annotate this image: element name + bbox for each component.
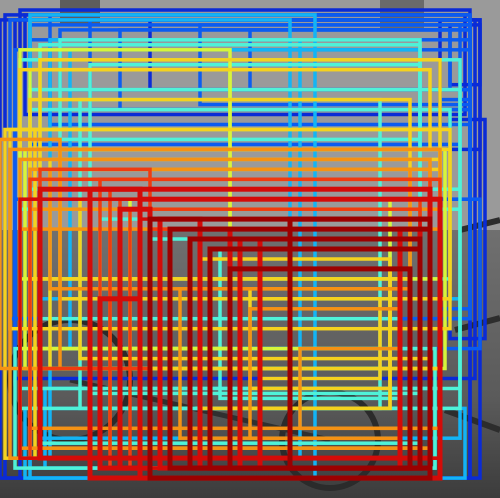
proposal-box — [28, 23, 462, 147]
railing-bar — [454, 315, 500, 333]
proposal-box — [138, 217, 422, 470]
proposal-box — [218, 247, 402, 401]
railing-bar — [443, 407, 500, 433]
proposal-box — [258, 297, 382, 381]
proposal-box — [8, 147, 442, 460]
proposal-box — [98, 217, 392, 371]
proposal-box — [248, 287, 392, 391]
proposal-box — [187, 236, 423, 471]
